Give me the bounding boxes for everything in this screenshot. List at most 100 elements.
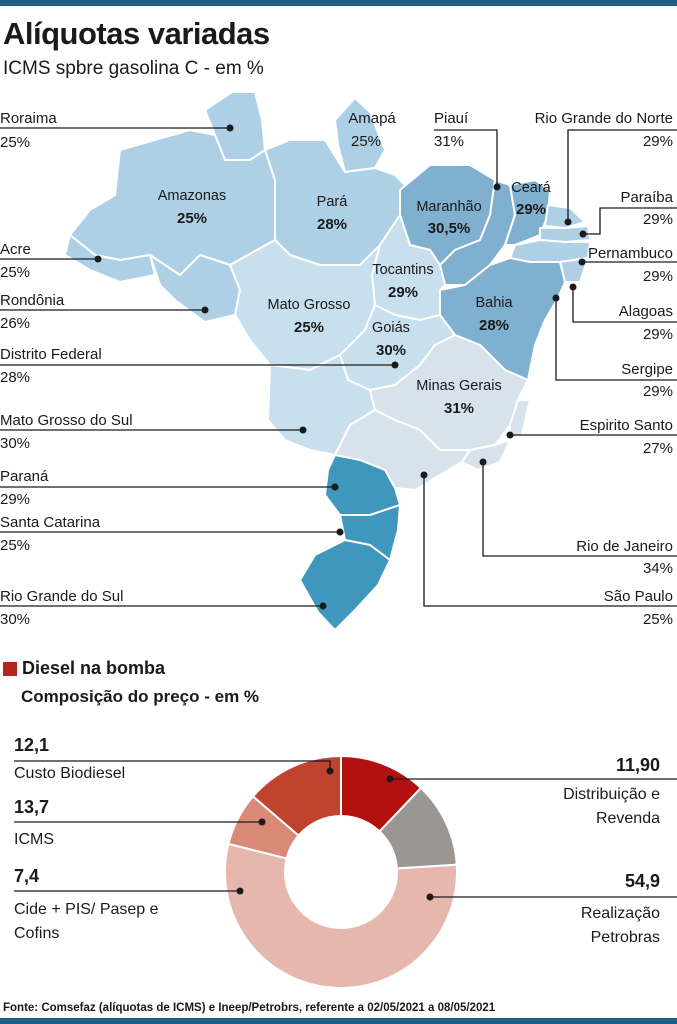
leader-dot-ms: [299, 426, 307, 434]
bottom-brand-bar: [0, 1018, 677, 1024]
value-distribuicao-revenda: 11,90: [615, 755, 660, 775]
value-sc: 25%: [0, 537, 30, 554]
value-piaui: 31%: [434, 133, 464, 150]
label-mato-grosso: Mato Grosso: [268, 297, 351, 313]
leader-dot-rs: [319, 602, 327, 610]
label-rs: Rio Grande do Sul: [0, 588, 123, 605]
value-realizacao-petrobras: 54,9: [624, 871, 660, 891]
diesel-subtitle: Composição do preço - em %: [21, 687, 260, 706]
label-distribuicao-revenda: Distribuição e Revenda: [563, 786, 660, 827]
diesel-donut-chart: [224, 754, 458, 989]
label-ms: Mato Grosso do Sul: [0, 412, 133, 429]
value-para: 28%: [317, 216, 347, 233]
label-acre: Acre: [0, 241, 31, 258]
leader-dot-sc: [336, 528, 344, 536]
leader-dot-rj: [479, 458, 487, 466]
value-rs: 30%: [0, 611, 30, 628]
value-amazonas: 25%: [177, 210, 207, 227]
label-rn: Rio Grande do Norte: [535, 110, 673, 127]
label-rondonia: Rondônia: [0, 292, 65, 309]
value-ms: 30%: [0, 435, 30, 452]
label-para: Pará: [317, 194, 349, 210]
label-custo-biodiesel: Custo Biodiesel: [14, 765, 126, 782]
value-tocantins: 29%: [388, 284, 418, 301]
leader-sergipe: [555, 298, 677, 381]
leader-sp: [423, 475, 677, 607]
label-amazonas: Amazonas: [158, 188, 227, 204]
value-rn: 29%: [643, 133, 673, 150]
leader-dot-distribuicao: [386, 775, 394, 783]
leader-dot-acre: [94, 255, 102, 263]
label-maranhao: Maranhão: [416, 199, 481, 215]
leader-dot-paraiba: [579, 230, 587, 238]
label-alagoas: Alagoas: [619, 303, 673, 320]
value-cide-pis: 7,4: [14, 866, 40, 886]
value-df: 28%: [0, 369, 30, 386]
leader-dot-parana: [331, 483, 339, 491]
value-amapa: 25%: [351, 133, 381, 150]
value-ceara: 29%: [516, 201, 546, 218]
state-rondonia: [149, 254, 241, 323]
leader-paraiba: [583, 207, 677, 235]
value-maranhao: 30,5%: [428, 220, 471, 237]
state-amapa: [334, 97, 386, 173]
leader-dot-realizacao: [426, 893, 434, 901]
map-subtitle: ICMS spbre gasolina C - em %: [3, 58, 264, 79]
top-brand-bar: [0, 0, 677, 6]
label-paraiba: Paraíba: [620, 189, 673, 206]
leader-dot-df: [391, 361, 399, 369]
leader-rn: [567, 129, 677, 222]
state-acre: [64, 234, 156, 283]
source-note: Fonte: Comsefaz (alíquotas de ICMS) e In…: [3, 1002, 496, 1014]
value-bahia: 28%: [479, 317, 509, 334]
label-realizacao-petrobras: Realização Petrobras: [580, 905, 660, 946]
leader-dot-rn: [564, 218, 572, 226]
donut-slice-2: [224, 842, 458, 989]
value-pernambuco: 29%: [643, 268, 673, 285]
leader-dot-sergipe: [552, 294, 560, 302]
value-rondonia: 26%: [0, 315, 30, 332]
label-minas-gerais: Minas Gerais: [416, 378, 501, 394]
leader-dot-icms: [258, 818, 266, 826]
value-icms: 13,7: [14, 797, 50, 817]
value-sp: 25%: [643, 611, 673, 628]
label-df: Distrito Federal: [0, 346, 102, 363]
map-title: Alíquotas variadas: [3, 16, 270, 51]
value-rj: 34%: [643, 560, 673, 577]
label-rj: Rio de Janeiro: [576, 538, 673, 555]
donut-slice-4: [251, 754, 342, 837]
label-roraima: Roraima: [0, 110, 57, 127]
label-parana: Paraná: [0, 468, 49, 485]
leader-dot-roraima: [226, 124, 234, 132]
value-paraiba: 29%: [643, 211, 673, 228]
label-ceara: Ceará: [511, 180, 551, 196]
value-parana: 29%: [0, 491, 30, 508]
value-acre: 25%: [0, 264, 30, 281]
diesel-marker-square: [3, 661, 17, 676]
leader-dot-sp: [420, 471, 428, 479]
label-piaui: Piauí: [434, 110, 469, 127]
label-amapa: Amapá: [348, 110, 396, 127]
label-sergipe: Sergipe: [621, 361, 673, 378]
diesel-section-title: Diesel na bomba: [3, 658, 165, 679]
value-minas-gerais: 31%: [444, 400, 474, 417]
value-roraima: 25%: [0, 134, 30, 151]
label-pernambuco: Pernambuco: [588, 245, 673, 262]
value-goias: 30%: [376, 342, 406, 359]
state-rio-grande-do-sul: [299, 539, 391, 631]
label-icms: ICMS: [14, 831, 54, 848]
label-tocantins: Tocantins: [372, 262, 433, 278]
leader-rj: [482, 462, 677, 557]
value-alagoas: 29%: [643, 326, 673, 343]
value-sergipe: 29%: [643, 383, 673, 400]
state-espirito-santo: [509, 399, 531, 441]
label-sc: Santa Catarina: [0, 514, 101, 531]
leader-dot-alagoas: [569, 283, 577, 291]
leader-dot-es: [506, 431, 514, 439]
diesel-title-text: Diesel na bomba: [22, 658, 166, 678]
leader-dot-biodiesel: [326, 767, 334, 775]
leader-dot-piaui: [493, 183, 501, 191]
label-es: Espirito Santo: [580, 417, 673, 434]
leader-piaui: [434, 129, 498, 187]
